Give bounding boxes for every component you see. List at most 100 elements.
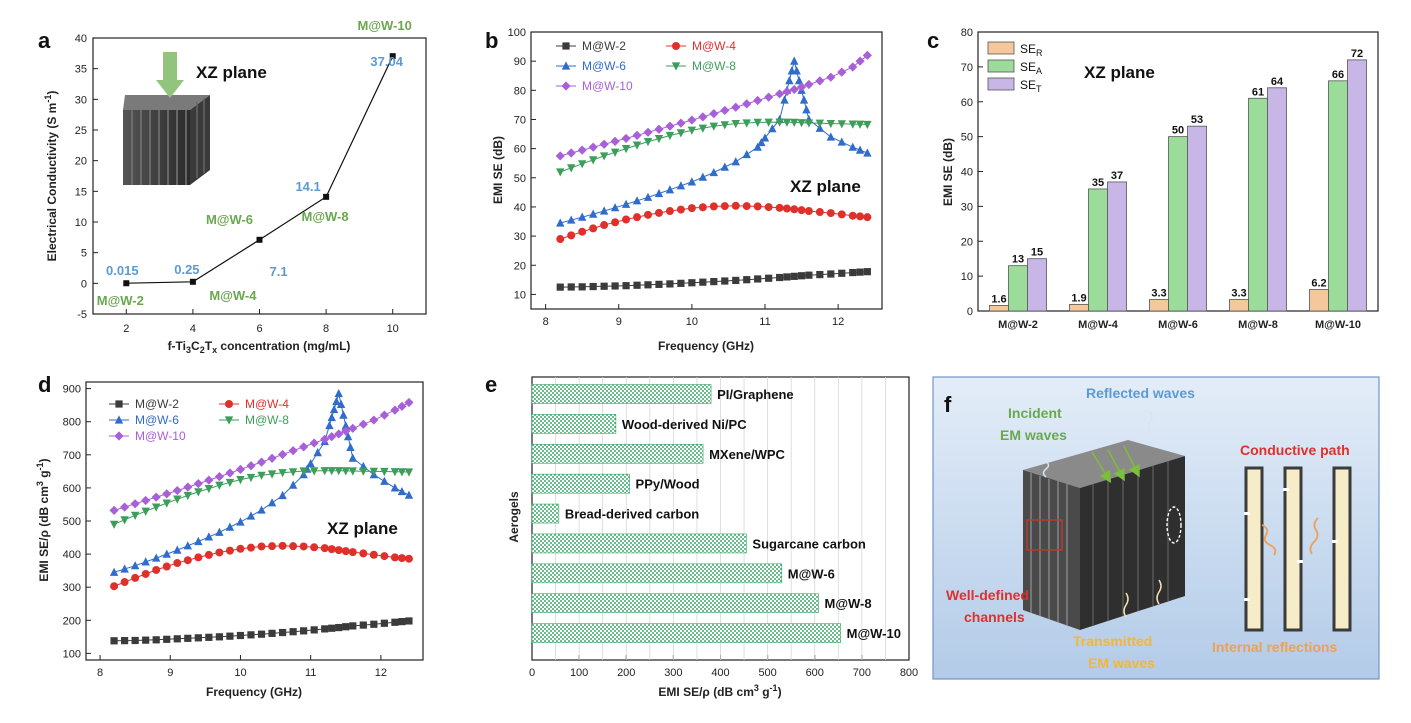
y-tick-label: 90 xyxy=(514,56,526,68)
y-tick-label: 50 xyxy=(961,132,973,144)
data-point xyxy=(632,196,642,205)
y-tick-label: 70 xyxy=(514,114,526,126)
data-point xyxy=(332,396,341,406)
legend-label: M@W-10 xyxy=(135,429,186,443)
data-point xyxy=(589,282,597,291)
bar-SET xyxy=(1267,87,1287,312)
legend-label: M@W-6 xyxy=(135,413,179,427)
data-point xyxy=(567,164,576,173)
y-tick-label: 800 xyxy=(63,417,81,429)
panel-e-comparison-chart: e 0 100 200 300 400 500 600 700 800 PI/Graphene W… xyxy=(485,372,918,699)
data-point xyxy=(804,79,814,90)
panel-b-xlabel: Frequency (GHz) xyxy=(658,339,754,353)
series-M@W-8 xyxy=(556,118,872,177)
x-tick-label: 700 xyxy=(853,667,871,679)
data-point xyxy=(687,115,697,125)
data-point xyxy=(267,498,277,507)
data-point xyxy=(556,218,565,227)
data-point xyxy=(225,468,235,478)
legend-marker xyxy=(561,61,571,70)
data-point xyxy=(278,469,287,478)
data-point xyxy=(256,236,263,243)
data-point xyxy=(334,429,344,439)
legend-label: M@W-8 xyxy=(692,59,736,73)
y-tick-label: 60 xyxy=(514,144,526,156)
data-point xyxy=(753,142,762,151)
x-tick-label: 800 xyxy=(900,667,918,679)
y-tick-label: 0 xyxy=(967,306,973,318)
data-point xyxy=(320,434,330,444)
y-tick-label: 100 xyxy=(63,648,81,660)
data-point xyxy=(141,507,150,516)
data-point xyxy=(173,635,181,643)
transmitted-label-line2: EM waves xyxy=(1088,655,1155,671)
data-point xyxy=(856,268,864,276)
data-point xyxy=(327,545,336,554)
data-point xyxy=(120,516,129,525)
data-point xyxy=(633,281,641,289)
data-point xyxy=(390,468,400,477)
data-point xyxy=(152,636,160,644)
data-point xyxy=(348,453,357,462)
data-point xyxy=(173,495,182,504)
data-point xyxy=(205,633,213,641)
data-point xyxy=(321,625,329,633)
data-point xyxy=(720,121,729,130)
bar-PI/Graphene xyxy=(531,384,712,404)
y-tick-label: 60 xyxy=(961,97,973,109)
y-tick-label: 700 xyxy=(63,450,81,462)
data-point xyxy=(782,87,792,97)
data-point xyxy=(792,66,801,75)
data-point xyxy=(204,475,214,485)
data-point xyxy=(794,75,804,85)
bar-SER xyxy=(1229,299,1249,312)
data-point xyxy=(110,637,118,645)
data-point xyxy=(567,215,576,224)
legend-label: SER xyxy=(1020,42,1043,58)
data-point xyxy=(599,152,609,161)
internal-reflections-label: Internal reflections xyxy=(1212,639,1337,655)
data-point xyxy=(676,205,685,214)
data-point xyxy=(390,553,399,562)
data-point xyxy=(742,119,751,128)
y-tick-label: 600 xyxy=(63,483,81,495)
data-point xyxy=(577,145,587,155)
series-M@W-2 xyxy=(110,617,413,645)
data-point xyxy=(267,470,277,479)
data-point xyxy=(391,618,399,626)
data-point xyxy=(589,224,598,233)
series-M@W-4 xyxy=(556,201,872,244)
data-point xyxy=(346,442,355,451)
data-point xyxy=(837,137,846,146)
data-point xyxy=(342,623,350,631)
panel-f-schematic: f xyxy=(932,376,1380,680)
data-point xyxy=(709,122,719,131)
bar-Sugarcane carbon xyxy=(531,533,747,554)
data-point xyxy=(855,145,865,154)
data-point xyxy=(341,467,350,476)
y-tick-label: 10 xyxy=(961,271,973,283)
bar-M@W-8 xyxy=(531,593,819,614)
data-point xyxy=(776,273,784,282)
data-point xyxy=(816,270,824,279)
data-point xyxy=(278,628,287,637)
x-tick-label: 200 xyxy=(617,667,635,679)
data-point xyxy=(775,118,784,127)
data-point xyxy=(588,142,598,152)
data-point xyxy=(621,145,631,154)
conductive-path-illustration xyxy=(1244,466,1352,632)
data-point xyxy=(349,622,357,630)
panel-e-xlabel: EMI SE/ρ (dB cm3 g-1) xyxy=(658,683,781,699)
x-tick-label: 500 xyxy=(758,667,776,679)
data-point xyxy=(789,84,799,95)
data-point xyxy=(577,160,587,169)
data-point xyxy=(380,476,389,485)
bar-value-label: 6.2 xyxy=(1311,277,1326,289)
panel-d-ticks: 8 9 10 11 12 100 200 300 400 500 600 700 800 900 xyxy=(63,384,387,679)
panel-b-legend: M@W-2 M@W-4 M@W-6 M@W-8 M@W-10 xyxy=(556,39,736,93)
data-point xyxy=(600,282,608,290)
data-point xyxy=(334,546,343,555)
data-point xyxy=(797,206,806,215)
x-tick-label: 12 xyxy=(832,316,844,328)
